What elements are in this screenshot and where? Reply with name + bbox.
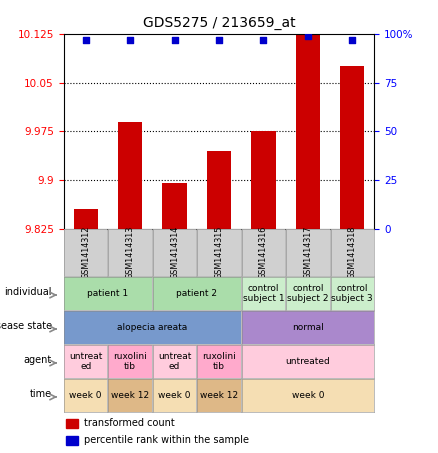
Bar [67, 419, 78, 428]
Text: disease state: disease state [0, 321, 52, 331]
Point [171, 36, 178, 43]
Bar [340, 67, 364, 229]
Text: untreated: untreated [286, 357, 330, 366]
Text: GSM1414314: GSM1414314 [170, 226, 179, 279]
Text: week 0: week 0 [70, 391, 102, 400]
Text: control
subject 3: control subject 3 [332, 284, 373, 303]
Text: untreat
ed: untreat ed [158, 352, 191, 371]
Text: patient 1: patient 1 [87, 289, 128, 298]
Text: individual: individual [5, 287, 52, 297]
Point [127, 36, 134, 43]
Text: untreat
ed: untreat ed [69, 352, 102, 371]
Text: alopecia areata: alopecia areata [117, 323, 187, 332]
Text: GSM1414315: GSM1414315 [215, 226, 223, 279]
Point [82, 36, 89, 43]
Bar [207, 151, 231, 229]
Text: GSM1414313: GSM1414313 [126, 226, 134, 279]
Point [215, 36, 223, 43]
Text: patient 2: patient 2 [176, 289, 217, 298]
Text: GSM1414312: GSM1414312 [81, 226, 90, 279]
Text: transformed count: transformed count [84, 418, 175, 429]
Text: week 0: week 0 [158, 391, 191, 400]
Text: GSM1414317: GSM1414317 [304, 226, 312, 279]
Text: week 12: week 12 [200, 391, 238, 400]
Point [260, 36, 267, 43]
Text: percentile rank within the sample: percentile rank within the sample [84, 435, 249, 445]
Text: ruxolini
tib: ruxolini tib [202, 352, 236, 371]
Text: ruxolini
tib: ruxolini tib [113, 352, 147, 371]
Bar [162, 183, 187, 229]
Text: GSM1414318: GSM1414318 [348, 226, 357, 279]
Bar [296, 34, 320, 229]
Point [349, 36, 356, 43]
Text: control
subject 2: control subject 2 [287, 284, 328, 303]
Text: control
subject 1: control subject 1 [243, 284, 284, 303]
Text: GSM1414316: GSM1414316 [259, 226, 268, 279]
Text: normal: normal [292, 323, 324, 332]
Bar [67, 436, 78, 445]
Bar [251, 131, 276, 229]
Text: week 0: week 0 [292, 391, 324, 400]
Text: week 12: week 12 [111, 391, 149, 400]
Text: agent: agent [24, 355, 52, 365]
Title: GDS5275 / 213659_at: GDS5275 / 213659_at [143, 16, 295, 30]
Bar [74, 209, 98, 229]
Bar [118, 122, 142, 229]
Text: time: time [30, 389, 52, 399]
Point [304, 32, 311, 39]
